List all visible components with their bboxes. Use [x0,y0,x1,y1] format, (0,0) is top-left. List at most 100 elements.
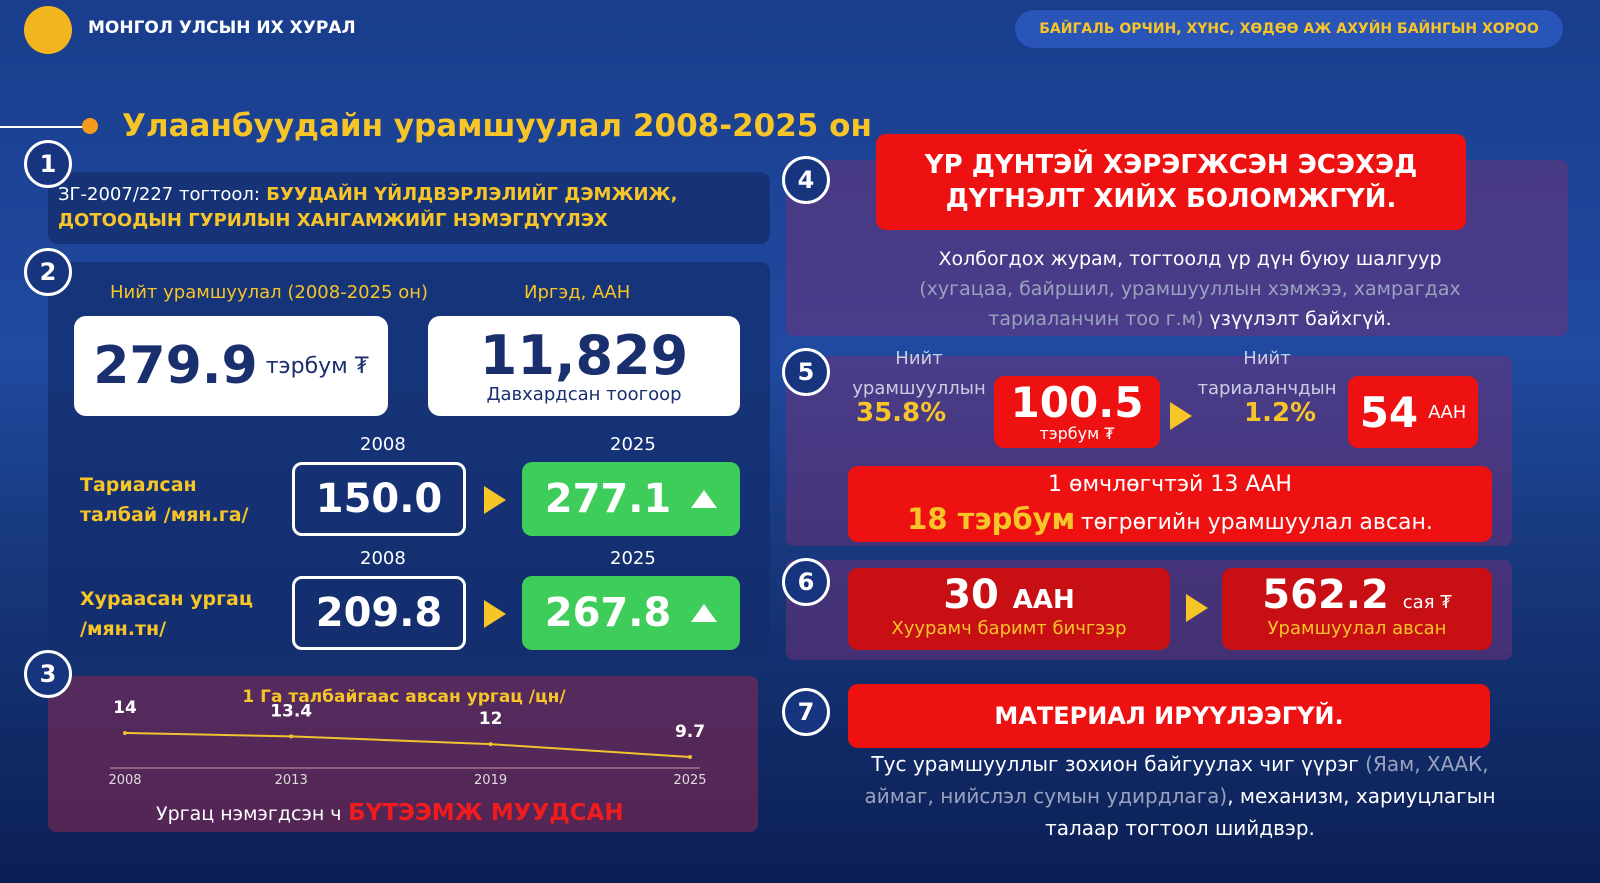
x-tick-label: 2025 [673,773,706,788]
year: 2008 [360,548,406,569]
unit: сая ₮ [1402,592,1452,613]
caption: Урамшуулал авсан [1267,618,1447,639]
s6-left: 30 ААН Хуурамч баримт бичгээр [848,568,1170,650]
line: (Яам, ХААК, [1365,752,1489,776]
point [488,742,493,747]
s1-panel [48,172,770,244]
value: 11,829 [479,323,689,387]
yield-chart: 1 Га талбайгаас авсан ургац /цн/ 14 2008 1… [108,687,706,788]
arrow [484,600,506,628]
value: 562.2 [1262,572,1389,618]
year: 2025 [610,548,656,569]
s3-footer: Ургац нэмэгдсэн ч БҮТЭЭМЖ МУУДСАН [156,800,624,826]
s4-text: Холбогдох журам, тогтоолд үр дүн буюу ша… [800,244,1580,334]
value-label: 9.7 [675,722,705,742]
s5-left-label: Нийт урамшууллын [846,344,992,404]
line: төгрөгийн урамшуулал авсан. [1080,509,1433,535]
s5-right-label: Нийт тариаланчдын [1190,344,1344,404]
line: (хугацаа, байршил, урамшууллын хэмжээ, х… [919,278,1461,300]
x-tick-label: 2008 [108,773,141,788]
section-number: 2 [24,248,72,296]
to-box: 277.1 [522,462,740,536]
value: 100.5 [1010,377,1144,427]
year: 2008 [360,434,406,455]
row-label: Хураасан ургац/мян.тн/ [80,584,253,644]
label: Нийт урамшуулал (2008-2025 он) [110,282,429,303]
s5-right-box: 54 ААН [1348,376,1478,448]
s1-line: ДОТООДЫН ГУРИЛЫН ХАНГАМЖИЙГ НЭМЭГДҮҮЛЭХ [58,210,608,231]
s4-banner: ҮР ДҮНТЭЙ ХЭРЭГЖСЭН ЭСЭХЭД ДҮГНЭЛТ ХИЙХ Б… [876,134,1466,230]
line: үзүүлэлт байхгүй. [1209,308,1392,330]
label-line: Хураасан ургац [80,588,253,610]
from-box: 209.8 [292,576,466,650]
line: тариаланчин тоо г.м) [988,308,1204,330]
arrow [1170,402,1192,430]
banner-line: ДҮГНЭЛТ ХИЙХ БОЛОМЖГҮЙ. [945,184,1397,214]
unit: ААН [1012,585,1075,615]
unit: тэрбум ₮ [265,353,369,379]
total-box: 279.9 тэрбум ₮ [74,316,388,416]
section-number: 5 [782,348,830,396]
value-label: 12 [479,709,503,729]
section-number: 1 [24,140,72,188]
x-tick-label: 2013 [275,773,308,788]
value-label: 13.4 [270,701,312,721]
point [688,755,692,759]
label: Нийт [895,348,943,369]
s7-text: Тус урамшууллыг зохион байгуулах чиг үүр… [790,748,1570,844]
footer-emph: БҮТЭЭМЖ МУУДСАН [348,800,624,826]
value: 30 [943,572,999,618]
pct: 1.2% [1244,398,1317,428]
arrow [484,486,506,514]
label: Нийт [1243,348,1291,369]
up-arrow [691,604,718,622]
value: 277.1 [544,476,672,522]
line: 1 өмчлөгчтэй 13 ААН [1048,471,1292,497]
label: урамшууллын [852,378,986,399]
line: Холбогдох журам, тогтоолд үр дүн буюу ша… [938,248,1442,270]
value: 267.8 [544,590,672,636]
section-number: 4 [782,156,830,204]
s7-banner: МАТЕРИАЛ ИРҮҮЛЭЭГҮЙ. [848,684,1490,748]
line: талаар тогтоол шийдвэр. [1045,816,1315,840]
value: 54 [1359,387,1419,437]
label: Иргэд, ААН [524,282,631,303]
citizens-box: 11,829 Давхардсан тоогоор [428,316,740,416]
value: 150.0 [315,476,443,522]
unit: ААН [1428,401,1467,423]
from-box: 150.0 [292,462,466,536]
year: 2025 [610,434,656,455]
s6-right: 562.2 сая ₮ Урамшуулал авсан [1222,568,1492,650]
dot [82,118,98,134]
value: 279.9 [93,336,258,396]
chart-title: 1 Га талбайгаас авсан ургац /цн/ [242,687,566,707]
emph: 18 тэрбум [907,501,1076,536]
label: тариаланчдын [1197,378,1337,399]
committee: БАЙГАЛЬ ОРЧИН, ХҮНС, ХӨДӨӨ АЖ АХУЙН БАЙН… [1015,10,1563,48]
to-box: 267.8 [522,576,740,650]
s1-text: ЗГ-2007/227 тогтоол: БУУДАЙН ҮЙЛДВЭРЛЭЛИ… [58,182,677,234]
value: 209.8 [315,590,443,636]
footer: Ургац нэмэгдсэн ч [156,803,342,825]
row-label: Тариалсан талбай /мян.га/ [80,470,248,530]
value-label: 14 [113,698,137,718]
section-number: 7 [782,688,830,736]
pct: 35.8% [856,398,947,428]
point [123,731,127,735]
x-tick-label: 2019 [474,773,507,788]
section-number: 6 [782,558,830,606]
line: аймаг, нийслэл сумын удирдлага) [864,784,1228,808]
rule [0,126,86,128]
org: МОНГОЛ УЛСЫН ИХ ХУРАЛ [88,18,356,38]
title: Улаанбуудайн урамшуулал 2008-2025 он [122,108,872,144]
banner-line: ҮР ДҮНТЭЙ ХЭРЭГЖСЭН ЭСЭХЭД [924,150,1418,180]
emblem [24,6,72,54]
s1-prefix: ЗГ-2007/227 тогтоол: [58,184,260,205]
s1-line: БУУДАЙН ҮЙЛДВЭРЛЭЛИЙГ ДЭМЖИЖ, [266,184,678,205]
label-line: /мян.тн/ [80,618,167,640]
s5-left-box: 100.5 тэрбум ₮ [994,376,1160,448]
line: , механизм, хариуцлагын [1227,784,1496,808]
label-line: Тариалсан [80,474,197,496]
yield-line [124,732,691,758]
